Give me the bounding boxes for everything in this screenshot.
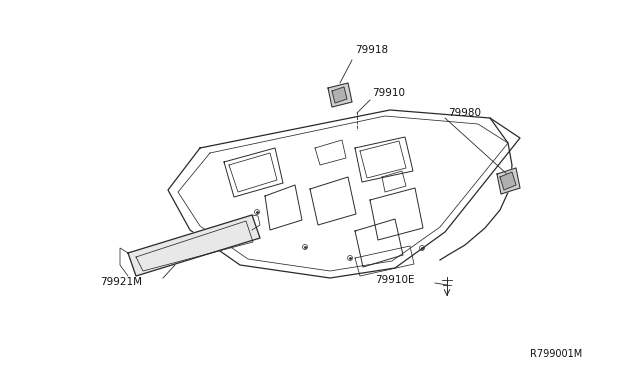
Text: 79910: 79910 — [372, 88, 405, 98]
Polygon shape — [128, 215, 260, 276]
Text: 79910E: 79910E — [375, 275, 415, 285]
Polygon shape — [497, 168, 520, 194]
Text: 79918: 79918 — [355, 45, 388, 55]
Polygon shape — [332, 87, 347, 103]
Text: 79921M: 79921M — [100, 277, 142, 287]
Text: 79980: 79980 — [448, 108, 481, 118]
Polygon shape — [500, 172, 516, 190]
Text: R799001M: R799001M — [530, 349, 582, 359]
Polygon shape — [328, 83, 352, 107]
